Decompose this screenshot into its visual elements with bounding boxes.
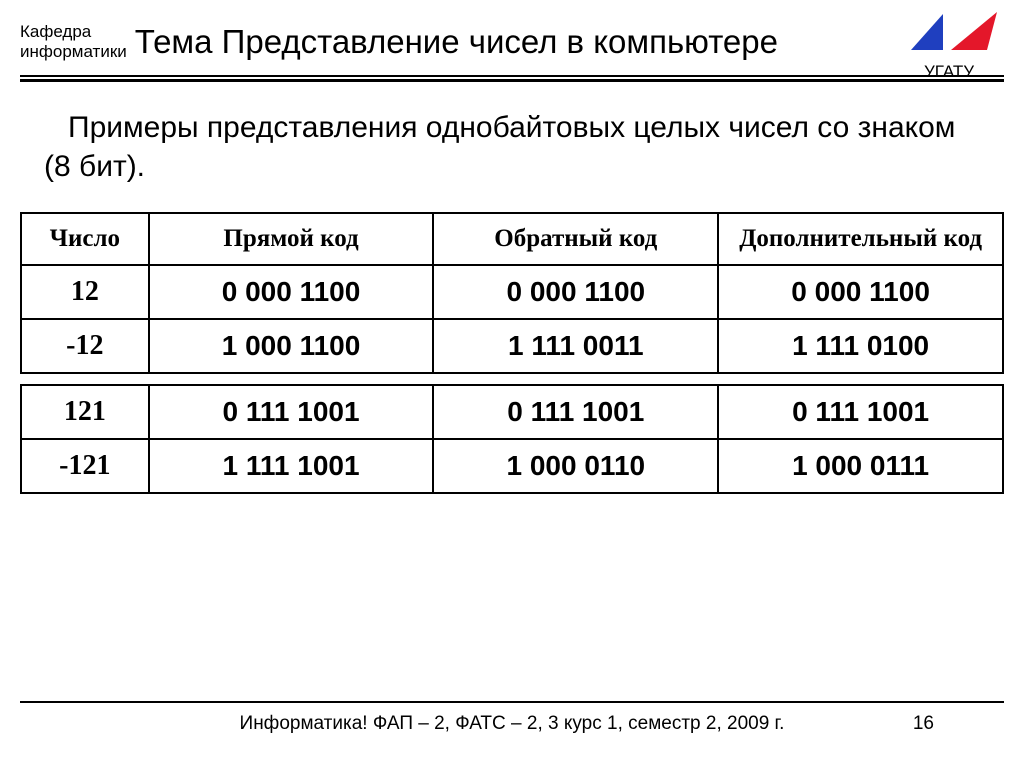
- cell-direct: 1 111 1001: [149, 439, 434, 493]
- table-header-row: Число Прямой код Обратный код Дополнител…: [21, 213, 1003, 265]
- university-logo-block: УГАТУ: [894, 6, 1004, 82]
- ugatu-logo-icon: [899, 6, 999, 60]
- cell-inverse: 0 000 1100: [433, 265, 718, 319]
- header: Кафедра информатики Тема Представление ч…: [0, 0, 1024, 69]
- cell-inverse: 1 000 0110: [433, 439, 718, 493]
- page-number: 16: [913, 713, 934, 735]
- cell-number: -121: [21, 439, 149, 493]
- cell-direct: 1 000 1100: [149, 319, 434, 373]
- codes-table: Число Прямой код Обратный код Дополнител…: [20, 212, 1004, 494]
- table-row: 1210 111 10010 111 10010 111 1001: [21, 385, 1003, 439]
- department-label: Кафедра информатики: [20, 22, 127, 61]
- footer-text: Информатика! ФАП – 2, ФАТС – 2, 3 курс 1…: [240, 713, 785, 735]
- subtitle-text: Примеры представления однобайтовых целых…: [0, 82, 1024, 186]
- dept-line1: Кафедра: [20, 22, 91, 41]
- dept-line2: информатики: [20, 42, 127, 61]
- table-row: 120 000 11000 000 11000 000 1100: [21, 265, 1003, 319]
- footer-divider: [20, 701, 1004, 703]
- col-number: Число: [21, 213, 149, 265]
- footer: Информатика! ФАП – 2, ФАТС – 2, 3 курс 1…: [20, 701, 1004, 735]
- cell-direct: 0 000 1100: [149, 265, 434, 319]
- cell-inverse: 0 111 1001: [433, 385, 718, 439]
- page-title: Тема Представление чисел в компьютере: [135, 23, 1004, 61]
- cell-twos: 0 000 1100: [718, 265, 1003, 319]
- cell-direct: 0 111 1001: [149, 385, 434, 439]
- footer-line: Информатика! ФАП – 2, ФАТС – 2, 3 курс 1…: [20, 713, 1004, 735]
- cell-twos: 0 111 1001: [718, 385, 1003, 439]
- col-twos: Дополнительный код: [718, 213, 1003, 265]
- cell-inverse: 1 111 0011: [433, 319, 718, 373]
- table-row: -121 000 11001 111 00111 111 0100: [21, 319, 1003, 373]
- cell-twos: 1 111 0100: [718, 319, 1003, 373]
- col-inverse: Обратный код: [433, 213, 718, 265]
- header-divider: [20, 75, 1004, 82]
- table-gap-row: [21, 373, 1003, 385]
- col-direct: Прямой код: [149, 213, 434, 265]
- cell-number: 121: [21, 385, 149, 439]
- table-row: -1211 111 10011 000 01101 000 0111: [21, 439, 1003, 493]
- cell-number: -12: [21, 319, 149, 373]
- codes-table-wrapper: Число Прямой код Обратный код Дополнител…: [0, 186, 1024, 494]
- cell-number: 12: [21, 265, 149, 319]
- university-label: УГАТУ: [924, 62, 974, 82]
- cell-twos: 1 000 0111: [718, 439, 1003, 493]
